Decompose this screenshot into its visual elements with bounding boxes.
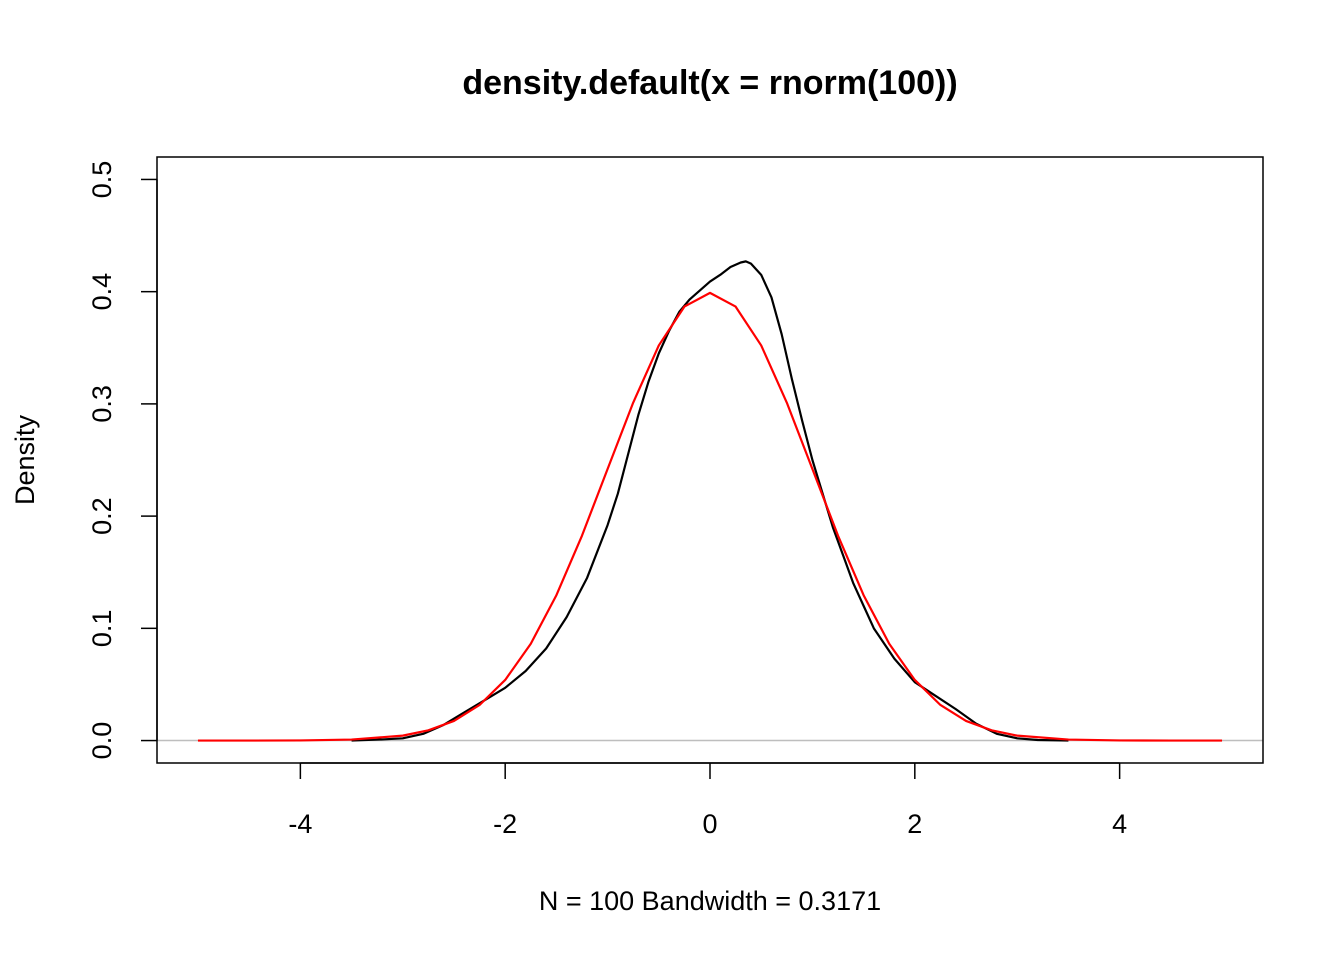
plot-frame: [156, 156, 1264, 764]
y-tick-label: 0.1: [87, 610, 117, 648]
y-axis-label: Density: [10, 414, 40, 505]
y-tick-label: 0.3: [87, 385, 117, 423]
density-line-2: [197, 291, 1223, 742]
chart-title: density.default(x = rnorm(100)): [462, 64, 957, 102]
y-tick-label: 0.5: [87, 161, 117, 199]
x-tick-label: -4: [288, 809, 312, 839]
x-tick-label: -2: [493, 809, 517, 839]
y-tick-label: 0.2: [87, 497, 117, 535]
x-tick-label: 0: [702, 809, 717, 839]
y-tick-label: 0.4: [87, 273, 117, 311]
plot-area: -4 -2 0 2 4 0.0 0.1 0.2 0.3 0.4 0.5: [87, 156, 1264, 839]
density-line-1: [351, 260, 1069, 742]
x-tick-label: 4: [1112, 809, 1127, 839]
y-tick-label: 0.0: [87, 722, 117, 760]
x-axis-label: N = 100 Bandwidth = 0.3171: [539, 886, 881, 916]
x-tick-label: 2: [907, 809, 922, 839]
